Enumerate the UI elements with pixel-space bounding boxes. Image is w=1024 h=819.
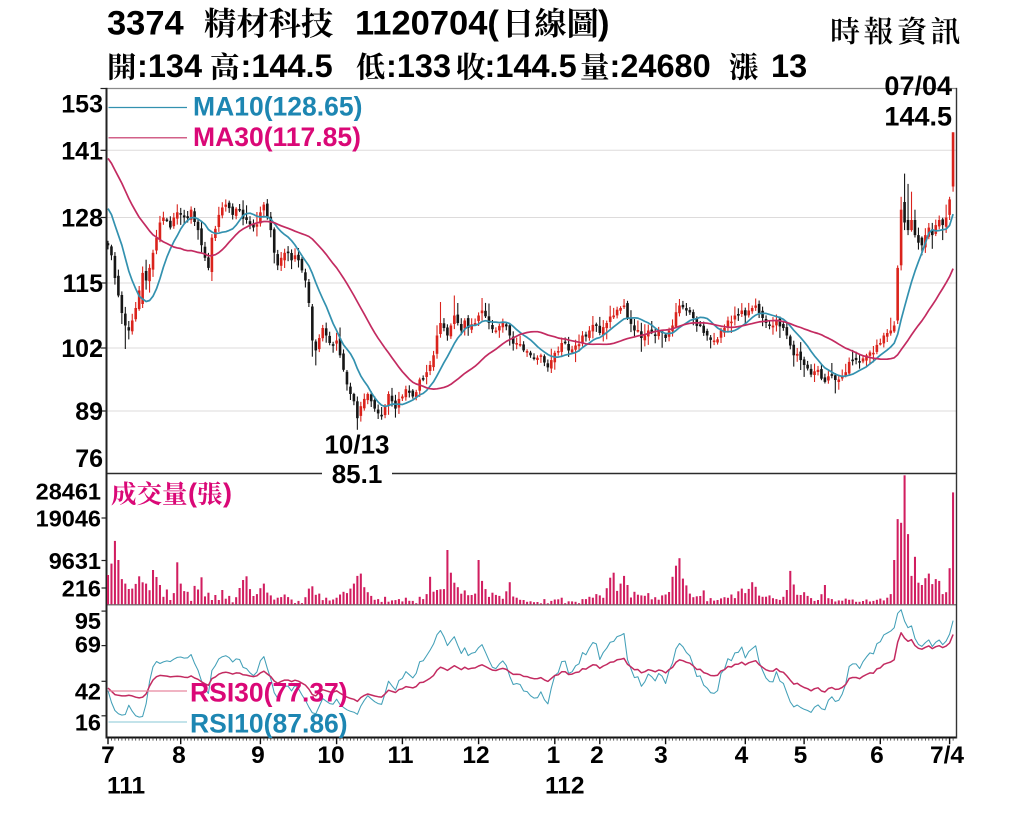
svg-text:1120704(: 1120704( — [355, 5, 499, 43]
svg-text:6: 6 — [870, 742, 884, 769]
svg-text::144.5: :144.5 — [241, 48, 333, 84]
svg-text:216: 216 — [62, 576, 101, 602]
svg-text:19046: 19046 — [36, 506, 101, 532]
svg-text:13: 13 — [771, 48, 807, 84]
svg-text:RSI30(77.37): RSI30(77.37) — [190, 678, 348, 708]
svg-text:MA10(128.65): MA10(128.65) — [193, 92, 362, 122]
svg-text:8: 8 — [172, 742, 186, 769]
svg-text:1: 1 — [547, 742, 561, 769]
svg-text:9: 9 — [251, 742, 265, 769]
svg-text:112: 112 — [545, 773, 585, 800]
svg-text:141: 141 — [61, 137, 103, 165]
svg-text:12: 12 — [462, 742, 489, 769]
svg-text::134: :134 — [137, 48, 202, 84]
svg-text:89: 89 — [75, 398, 103, 426]
svg-text:85.1: 85.1 — [332, 459, 383, 489]
svg-text:9631: 9631 — [49, 548, 101, 574]
svg-text:95: 95 — [75, 608, 101, 634]
svg-text:28461: 28461 — [36, 479, 101, 505]
svg-text:7/4: 7/4 — [930, 742, 964, 769]
svg-text:10: 10 — [317, 742, 344, 769]
svg-text:MA30(117.85): MA30(117.85) — [193, 122, 361, 152]
svg-text:3: 3 — [654, 742, 668, 769]
svg-text:144.5: 144.5 — [884, 102, 952, 132]
svg-text::133: :133 — [386, 48, 451, 84]
svg-text:07/04: 07/04 — [884, 71, 952, 101]
svg-text:128: 128 — [61, 205, 103, 233]
svg-text:42: 42 — [75, 679, 101, 705]
svg-text:4: 4 — [735, 742, 749, 769]
svg-text:(: ( — [188, 478, 197, 508]
svg-text:7: 7 — [101, 742, 115, 769]
svg-text:11: 11 — [388, 742, 414, 769]
svg-text:): ) — [598, 5, 610, 43]
svg-text::144.5: :144.5 — [485, 48, 577, 84]
svg-text:115: 115 — [63, 270, 103, 298]
svg-text:111: 111 — [107, 773, 145, 800]
svg-text:69: 69 — [75, 632, 101, 658]
svg-text:102: 102 — [61, 335, 103, 363]
svg-text:16: 16 — [75, 710, 101, 736]
svg-text::24680: :24680 — [610, 48, 711, 84]
svg-text:): ) — [223, 478, 232, 508]
svg-text:3374: 3374 — [107, 5, 184, 43]
svg-text:76: 76 — [75, 445, 103, 473]
svg-text:RSI10(87.86): RSI10(87.86) — [190, 709, 348, 739]
svg-text:153: 153 — [61, 91, 103, 119]
svg-text:2: 2 — [590, 742, 604, 769]
svg-text:10/13: 10/13 — [324, 430, 389, 460]
svg-text:5: 5 — [794, 742, 808, 769]
